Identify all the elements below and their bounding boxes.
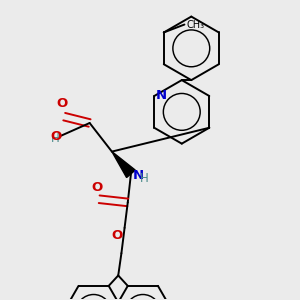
Text: O: O xyxy=(50,130,62,142)
Text: O: O xyxy=(56,97,67,110)
Text: H: H xyxy=(51,132,59,146)
Text: H: H xyxy=(140,172,148,185)
Polygon shape xyxy=(112,152,135,178)
Text: N: N xyxy=(156,89,167,103)
Text: O: O xyxy=(112,230,123,242)
Text: O: O xyxy=(91,181,102,194)
Text: N: N xyxy=(133,169,144,182)
Text: CH₃: CH₃ xyxy=(186,20,204,29)
